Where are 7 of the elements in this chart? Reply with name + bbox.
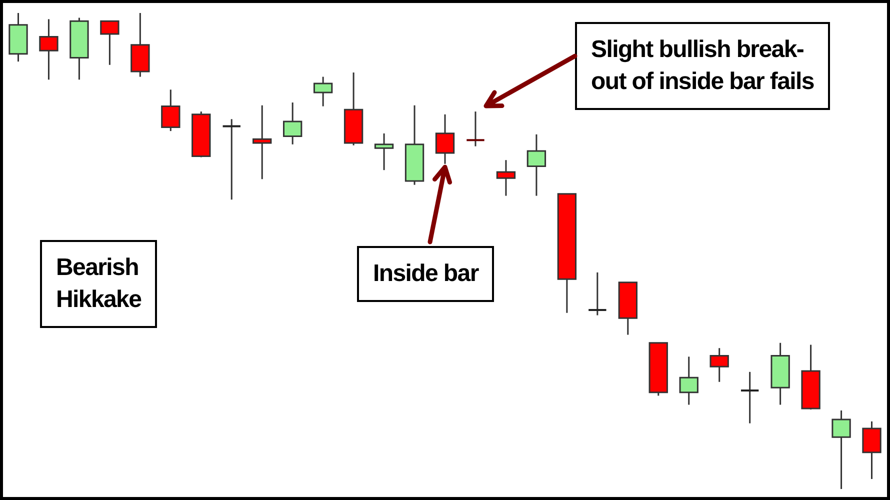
candlestick: [222, 118, 242, 200]
annotation: Bearish Hikkake: [40, 240, 158, 328]
annotation: Inside bar: [357, 246, 494, 302]
candlestick: [740, 371, 760, 424]
candlestick: [588, 272, 608, 316]
candlestick: [466, 110, 486, 148]
annotation: Slight bullish break- out of inside bar fails: [575, 22, 830, 110]
